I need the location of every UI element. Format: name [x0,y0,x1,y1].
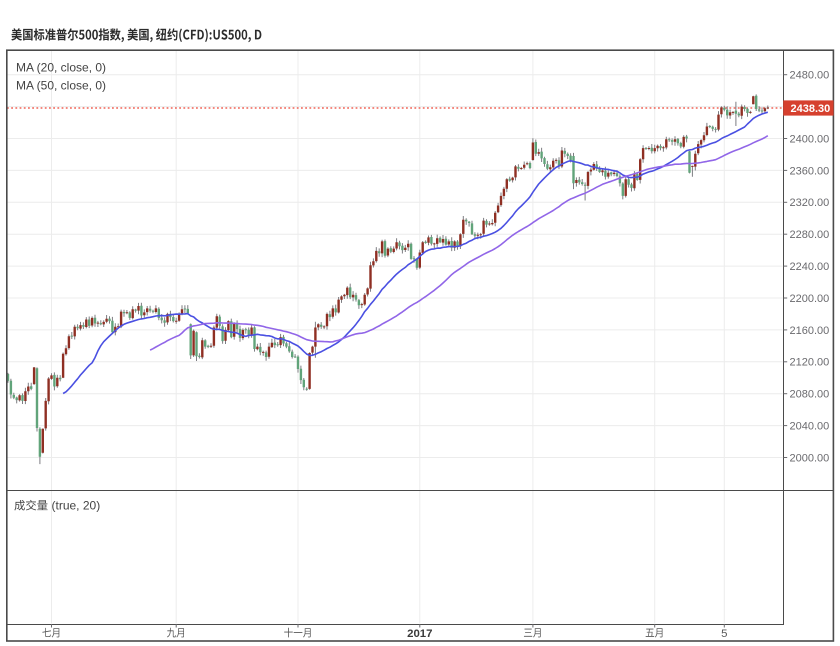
svg-text:2160.00: 2160.00 [790,325,830,337]
svg-text:2240.00: 2240.00 [790,261,830,273]
svg-text:2080.00: 2080.00 [790,389,830,401]
svg-text:2017: 2017 [407,628,432,640]
svg-text:2360.00: 2360.00 [790,165,830,177]
svg-text:MA (20, close, 0): MA (20, close, 0) [16,61,106,75]
svg-text:2320.00: 2320.00 [790,197,830,209]
svg-text:MA (50, close, 0): MA (50, close, 0) [16,79,106,93]
svg-text:5: 5 [721,628,727,640]
svg-text:2000.00: 2000.00 [790,452,830,464]
svg-text:2200.00: 2200.00 [790,293,830,305]
svg-text:2400.00: 2400.00 [790,133,830,145]
svg-text:2040.00: 2040.00 [790,421,830,433]
svg-text:2438.30: 2438.30 [791,103,831,115]
svg-text:2480.00: 2480.00 [790,70,830,82]
svg-text:2120.00: 2120.00 [790,357,830,369]
svg-text:2280.00: 2280.00 [790,229,830,241]
svg-text:(true, 20): (true, 20) [52,499,101,513]
